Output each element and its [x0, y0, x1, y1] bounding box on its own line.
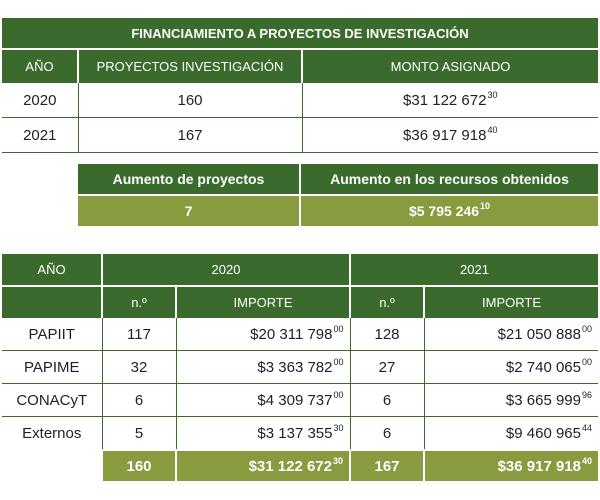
total-amount-2020: $31 122 67230 — [175, 449, 350, 481]
table-row: 2020 160 $31 122 67230 — [2, 83, 598, 118]
table-row: 2021 167 $36 917 91840 — [2, 117, 598, 153]
header-resources-increase: Aumento en los recursos obtenidos — [299, 164, 598, 195]
increase-table: Aumento de proyectos Aumento en los recu… — [78, 164, 598, 226]
amount-2020: $3 363 78200 — [175, 350, 350, 384]
count-2020: 117 — [101, 318, 176, 351]
header-projects-increase: Aumento de proyectos — [78, 164, 300, 195]
amount-2020: $3 137 35530 — [175, 416, 350, 451]
total-count-2021: 167 — [349, 449, 424, 481]
table-row: Externos 5 $3 137 35530 6 $9 460 96544 — [2, 416, 598, 451]
header-year: AÑO — [2, 48, 78, 83]
count-2021: 6 — [349, 416, 424, 451]
total-count-2020: 160 — [101, 449, 176, 481]
program-name: CONACyT — [2, 383, 102, 417]
funding-table-title: FINANCIAMIENTO A PROYECTOS DE INVESTIGAC… — [2, 18, 598, 49]
amount-2021: $21 050 88800 — [423, 318, 598, 351]
header-year-2021: 2021 — [349, 254, 598, 286]
program-name: PAPIME — [2, 350, 102, 384]
amount-cell: $31 122 67230 — [301, 83, 598, 118]
programs-table: AÑO 2020 2021 n.º IMPORTE n.º IMPORTE PA… — [2, 254, 598, 481]
year-cell: 2020 — [2, 83, 78, 118]
funding-table: FINANCIAMIENTO A PROYECTOS DE INVESTIGAC… — [2, 18, 598, 153]
year-cell: 2021 — [2, 117, 78, 153]
projects-cell: 167 — [77, 117, 302, 153]
table-row: 7 $5 795 24610 — [78, 194, 598, 226]
table-row: PAPIME 32 $3 363 78200 27 $2 740 06500 — [2, 350, 598, 384]
table-row: CONACyT 6 $4 309 73700 6 $3 665 99996 — [2, 383, 598, 417]
header-importe-2021: IMPORTE — [423, 285, 598, 318]
total-row: 160 $31 122 67230 167 $36 917 91840 — [2, 449, 598, 481]
count-2020: 32 — [101, 350, 176, 384]
amount-2021: $2 740 06500 — [423, 350, 598, 384]
projects-cell: 160 — [77, 83, 302, 118]
amount-cell: $36 917 91840 — [301, 117, 598, 153]
amount-2020: $4 309 73700 — [175, 383, 350, 417]
total-blank — [2, 449, 102, 481]
count-2021: 128 — [349, 318, 424, 351]
header-year: AÑO — [2, 254, 102, 286]
header-projects: PROYECTOS INVESTIGACIÓN — [77, 48, 302, 83]
count-2020: 5 — [101, 416, 176, 451]
header-n-2020: n.º — [101, 285, 176, 318]
total-amount-2021: $36 917 91840 — [423, 449, 598, 481]
program-name: PAPIIT — [2, 318, 102, 351]
amount-2021: $3 665 99996 — [423, 383, 598, 417]
header-importe-2020: IMPORTE — [175, 285, 350, 318]
count-2021: 6 — [349, 383, 424, 417]
header-amount: MONTO ASIGNADO — [301, 48, 598, 83]
resources-increase-value: $5 795 24610 — [299, 194, 598, 226]
projects-increase-value: 7 — [78, 194, 300, 226]
amount-2020: $20 311 79800 — [175, 318, 350, 351]
amount-2021: $9 460 96544 — [423, 416, 598, 451]
program-name: Externos — [2, 416, 102, 451]
count-2021: 27 — [349, 350, 424, 384]
count-2020: 6 — [101, 383, 176, 417]
header-year-2020: 2020 — [101, 254, 350, 286]
header-blank — [2, 285, 102, 318]
header-n-2021: n.º — [349, 285, 424, 318]
table-row: PAPIIT 117 $20 311 79800 128 $21 050 888… — [2, 318, 598, 351]
